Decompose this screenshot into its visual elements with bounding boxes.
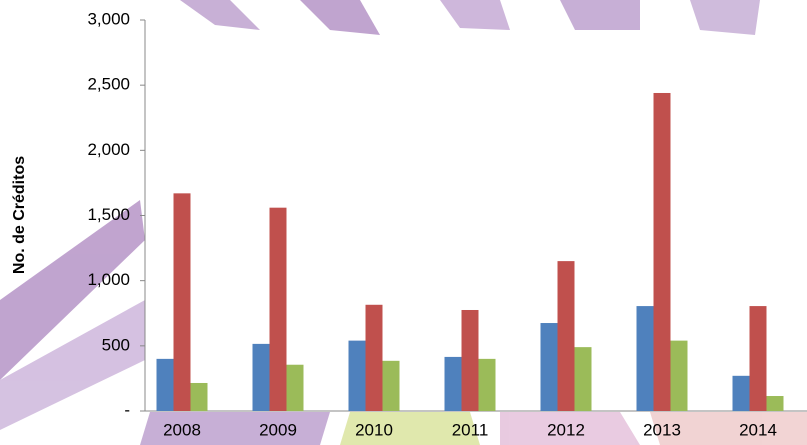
- bar: [444, 356, 462, 411]
- bar: [269, 207, 287, 411]
- bar: [749, 306, 767, 411]
- bar: [636, 306, 654, 411]
- bar: [732, 375, 750, 411]
- bar: [557, 261, 575, 411]
- bar: [365, 304, 383, 411]
- bar: [190, 382, 208, 411]
- y-axis-title: No. de Créditos: [11, 156, 28, 274]
- bar: [461, 309, 479, 411]
- x-tick-label: 2013: [643, 420, 681, 439]
- bar: [286, 364, 304, 411]
- bar: [766, 396, 784, 411]
- bar: [478, 358, 496, 411]
- bar: [156, 358, 174, 411]
- x-tick-label: 2012: [547, 420, 585, 439]
- bar: [653, 92, 671, 411]
- y-tick-label: 1,500: [87, 205, 130, 224]
- bar: [252, 343, 270, 411]
- bar: [348, 340, 366, 411]
- x-tick-label: 2014: [739, 420, 777, 439]
- bar: [540, 323, 558, 411]
- x-tick-label: 2008: [163, 420, 201, 439]
- y-tick-label: 2,500: [87, 75, 130, 94]
- x-tick-label: 2009: [259, 420, 297, 439]
- y-tick-label: 3,000: [87, 9, 130, 28]
- bar: [574, 347, 592, 411]
- y-tick-label: 1,000: [87, 270, 130, 289]
- y-tick-label: -: [124, 400, 130, 419]
- y-tick-label: 2,000: [87, 140, 130, 159]
- x-tick-label: 2011: [452, 420, 489, 439]
- x-tick-label: 2010: [355, 420, 393, 439]
- bar: [670, 340, 688, 411]
- y-tick-label: 500: [102, 335, 130, 354]
- bar: [382, 360, 400, 411]
- bar: [173, 193, 191, 411]
